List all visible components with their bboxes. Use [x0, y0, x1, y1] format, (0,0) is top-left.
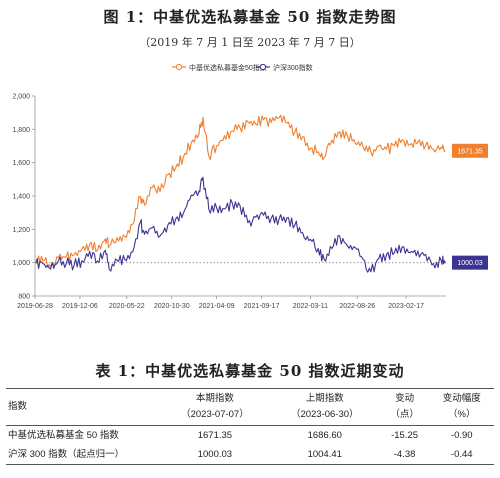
x-tick-label: 2022-08-26: [339, 303, 375, 310]
x-tick-label: 2020-05-22: [109, 303, 145, 310]
series-line-1: [36, 177, 445, 272]
table-row: 沪深 300 指数（起点归一） 1000.03 1004.41 -4.38 -0…: [6, 445, 494, 465]
cell-index-name: 沪深 300 指数（起点归一）: [6, 445, 160, 465]
cell-current: 1671.35: [160, 426, 270, 446]
header-index: 指数: [6, 389, 160, 426]
x-tick-label: 2019-12-06: [62, 303, 98, 310]
figure-subtitle: （2019 年 7 月 1 日至 2023 年 7 月 7 日）: [0, 34, 500, 50]
table-header-row: 指数 本期指数 （2023-07-07） 上期指数 （2023-06-30） 变…: [6, 389, 494, 426]
cell-change: -4.38: [380, 445, 430, 465]
index-change-table: 指数 本期指数 （2023-07-07） 上期指数 （2023-06-30） 变…: [6, 388, 494, 465]
cell-change-pct: -0.90: [430, 426, 494, 446]
y-tick-label: 1,800: [12, 127, 30, 134]
table-row: 中基优选私募基金 50 指数 1671.35 1686.60 -15.25 -0…: [6, 426, 494, 446]
header-current-sub: （2023-07-07）: [162, 407, 268, 423]
x-tick-label: 2020-10-30: [154, 303, 190, 310]
x-tick-label: 2019-06-28: [17, 303, 53, 310]
cell-current: 1000.03: [160, 445, 270, 465]
y-tick-label: 1,200: [12, 227, 30, 234]
legend-marker-0: [176, 64, 181, 69]
end-value-label-1: 1000.03: [457, 260, 482, 267]
end-value-label-0: 1671.35: [457, 148, 482, 155]
header-change-main: 变动: [382, 391, 428, 407]
header-change-pct-main: 变动幅度: [432, 391, 492, 407]
header-change-pct: 变动幅度 （%）: [430, 389, 494, 426]
y-tick-label: 800: [18, 294, 30, 301]
x-tick-label: 2021-04-09: [199, 303, 235, 310]
header-previous: 上期指数 （2023-06-30）: [270, 389, 380, 426]
legend-marker-1: [260, 64, 265, 69]
figure-title: 图 1：中基优选私募基金 50 指数走势图: [0, 6, 500, 27]
header-previous-main: 上期指数: [272, 391, 378, 407]
y-tick-label: 1,000: [12, 260, 30, 267]
legend-label-1: 沪深300指数: [273, 63, 313, 72]
cell-previous: 1686.60: [270, 426, 380, 446]
line-chart: 中基优选私募基金50指数 沪深300指数 800 1,000 1,200 1,400 1,6…: [0, 56, 500, 318]
y-tick-label: 2,000: [12, 94, 30, 101]
header-current-main: 本期指数: [162, 391, 268, 407]
cell-previous: 1004.41: [270, 445, 380, 465]
header-current: 本期指数 （2023-07-07）: [160, 389, 270, 426]
cell-change-pct: -0.44: [430, 445, 494, 465]
legend-label-0: 中基优选私募基金50指数: [189, 63, 267, 72]
series-line-0: [36, 115, 445, 267]
y-tick-label: 1,600: [12, 160, 30, 167]
x-tick-label: 2022-03-11: [293, 303, 328, 310]
cell-change: -15.25: [380, 426, 430, 446]
header-change-pct-sub: （%）: [432, 407, 492, 423]
y-tick-label: 1,400: [12, 194, 30, 201]
cell-index-name: 中基优选私募基金 50 指数: [6, 426, 160, 446]
x-tick-label: 2021-09-17: [244, 303, 280, 310]
x-tick-label: 2023-02-17: [388, 303, 424, 310]
header-index-main: 指数: [8, 401, 27, 412]
header-change-sub: （点）: [382, 407, 428, 423]
header-previous-sub: （2023-06-30）: [272, 407, 378, 423]
header-change: 变动 （点）: [380, 389, 430, 426]
table-title: 表 1：中基优选私募基金 50 指数近期变动: [0, 360, 500, 381]
